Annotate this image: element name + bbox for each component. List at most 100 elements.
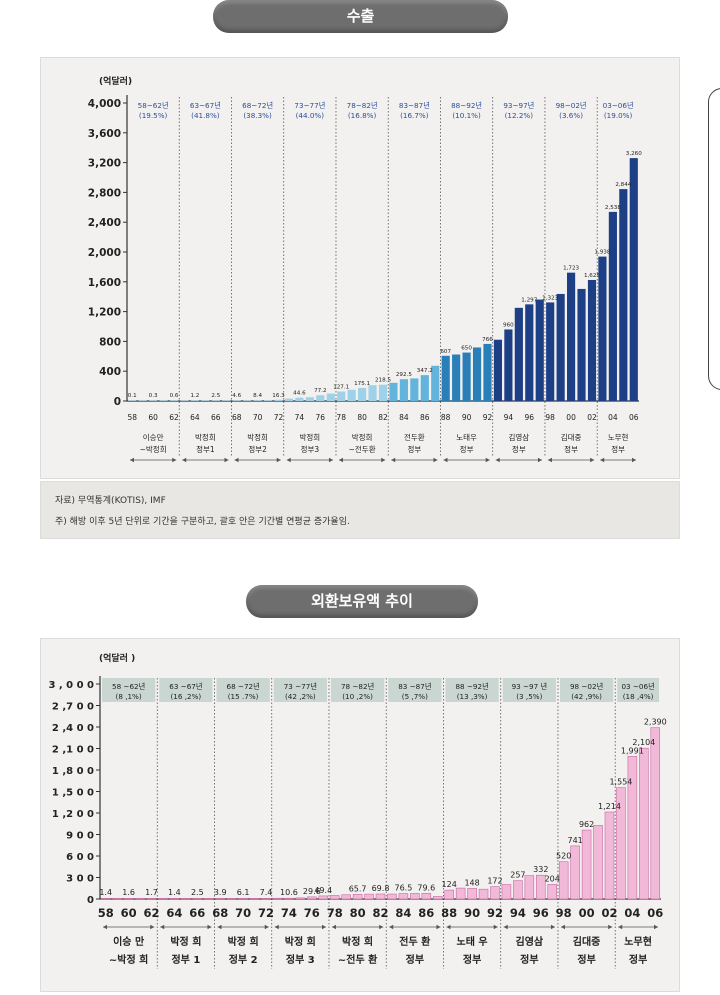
bar-1997 — [535, 299, 544, 401]
bar-1965 — [201, 400, 210, 401]
period-rate-label: (16.8%) — [348, 111, 377, 120]
x-tick-label: 94 — [504, 413, 514, 422]
government-label-line2: 정부 3 — [286, 953, 315, 966]
data-label: 69.8 — [372, 884, 390, 893]
bar-1992 — [483, 343, 492, 401]
bar-2003 — [616, 787, 626, 900]
bar-1998 — [558, 861, 569, 900]
data-label: 607 — [440, 349, 451, 355]
bar-1976 — [307, 896, 317, 900]
period-range-label: 98 ~02년 — [570, 682, 603, 691]
bar-1981 — [364, 893, 374, 900]
x-tick-label: 06 — [629, 413, 639, 422]
bar-1968 — [215, 898, 225, 900]
x-tick-label: 84 — [399, 413, 409, 422]
x-tick-label: 04 — [608, 413, 618, 422]
data-label: 960 — [503, 322, 514, 328]
data-label: 0.3 — [149, 393, 158, 399]
x-tick-label: 00 — [566, 413, 576, 422]
period-range-label: 83 ~87년 — [398, 682, 431, 691]
bar-1990 — [467, 888, 477, 900]
period-header-box — [273, 678, 327, 702]
x-tick-label: 68 — [232, 413, 242, 422]
government-label-line2: 정부 — [460, 444, 474, 454]
x-tick-label: 64 — [166, 906, 182, 920]
y-tick-label: 2,000 — [88, 247, 121, 259]
bar-2005 — [639, 747, 649, 900]
x-tick-label: 90 — [462, 413, 472, 422]
data-label: 1.6 — [122, 888, 135, 897]
government-label-line2: ~박정희 — [140, 444, 167, 454]
government-label-line2: 정부1 — [196, 444, 215, 454]
bar-1959 — [112, 898, 122, 900]
data-label: 204 — [545, 874, 560, 883]
period-rate-label: (16.7%) — [400, 111, 429, 120]
x-tick-label: 80 — [350, 906, 366, 920]
x-tick-label: 94 — [510, 906, 526, 920]
x-tick-label: 78 — [336, 413, 346, 422]
period-range-label: 03 ~06년 — [621, 682, 654, 691]
bar-1967 — [204, 898, 214, 900]
bar-1988 — [444, 889, 454, 900]
x-tick-label: 68 — [212, 906, 228, 920]
government-label-line1: 김영삼 — [516, 935, 544, 948]
bar-1993 — [501, 884, 512, 900]
period-range-label: 63 ~67년 — [169, 682, 202, 691]
government-label-line2: 정부 — [520, 953, 538, 966]
period-rate-label: (19.5%) — [139, 111, 168, 120]
bar-1970 — [238, 898, 248, 900]
government-label-line1: 김대중 — [561, 432, 582, 442]
export-section-title: 수출 — [213, 0, 508, 33]
x-tick-label: 76 — [316, 413, 326, 422]
government-label-line2: 정부 2 — [229, 953, 258, 966]
government-label-line1: 이승만 — [143, 432, 164, 442]
data-label: 79.6 — [417, 883, 435, 892]
bar-1970 — [253, 400, 262, 401]
period-arrow-heads — [600, 457, 636, 463]
data-label: 0.1 — [128, 393, 137, 399]
y-tick-label: 1,200 — [88, 307, 121, 319]
x-tick-label: 62 — [144, 906, 160, 920]
government-label-line1: 노무현 — [624, 935, 652, 948]
period-rate-label: (38.3%) — [243, 111, 272, 120]
x-tick-label: 58 — [127, 413, 137, 422]
x-tick-label: 76 — [304, 906, 320, 920]
y-tick-label: 1 ,8 0 0 — [52, 766, 94, 777]
bar-2000 — [567, 272, 576, 401]
bar-1995 — [524, 875, 535, 900]
government-label-line1: 이승 만 — [113, 935, 145, 948]
period-header-box — [216, 678, 270, 702]
bar-1975 — [305, 397, 314, 401]
period-range-label: 83~87년 — [399, 101, 430, 110]
data-label: 218.5 — [375, 378, 391, 384]
bar-1994 — [504, 329, 513, 401]
government-label-line2: 정부 — [406, 953, 424, 966]
data-label: 3,260 — [626, 151, 642, 157]
government-label-line2: 정부 — [564, 444, 578, 454]
x-tick-label: 74 — [295, 413, 305, 422]
government-label-line1: 김영삼 — [508, 432, 529, 442]
government-label-line1: 박정 희 — [228, 935, 259, 948]
y-tick-label: 4,000 — [88, 98, 121, 110]
government-label-line1: 노태 우 — [457, 935, 488, 948]
government-label-line1: 노태우 — [456, 433, 477, 442]
period-arrow-heads — [618, 924, 658, 930]
x-tick-label: 02 — [601, 906, 617, 920]
government-label-line1: 박정희 — [352, 432, 373, 442]
bar-1981 — [368, 385, 377, 401]
data-label: 76.5 — [394, 884, 412, 893]
x-tick-label: 98 — [545, 413, 555, 422]
x-tick-label: 72 — [258, 906, 274, 920]
bar-1985 — [410, 378, 419, 401]
x-tick-label: 88 — [441, 906, 457, 920]
bar-1993 — [493, 339, 503, 401]
reserves-chart: (억달러 ) 58 ~62년(8 ,1%) 이승 만 ~박정 희 63 ~67년(16 … — [48, 652, 667, 969]
data-label: 2.5 — [211, 393, 220, 399]
bar-1977 — [326, 393, 335, 401]
bar-1978 — [337, 391, 346, 401]
y-tick-label: 2,800 — [88, 187, 121, 199]
period-rate-label: (16 ,2%) — [171, 692, 202, 701]
bar-1976 — [316, 395, 325, 401]
bar-1969 — [226, 898, 237, 900]
data-label: 2,844 — [615, 182, 631, 188]
